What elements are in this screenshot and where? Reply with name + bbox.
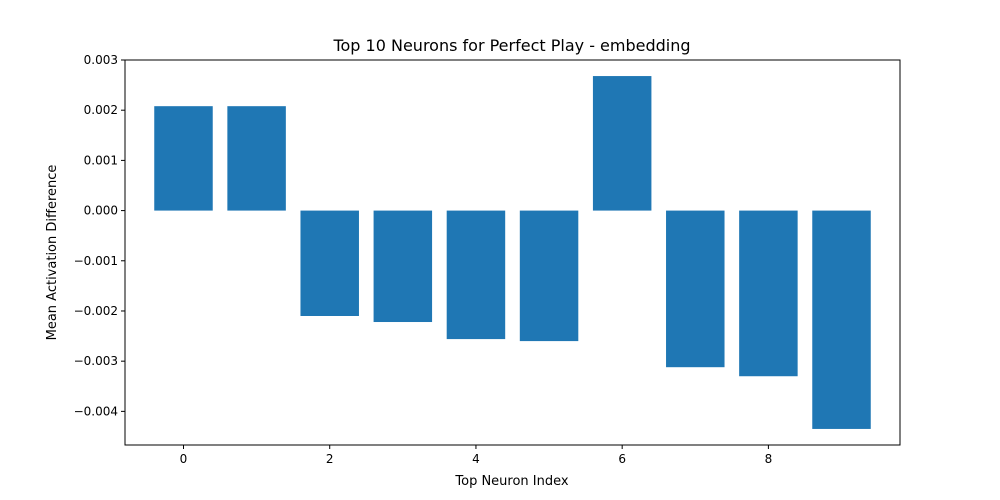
bar-neuron-7: [666, 210, 725, 368]
y-axis-ticks: 0.003 0.002 0.001 0.000 −0.001 −0.002 −0.003 −0…: [74, 53, 125, 418]
x-tick-label: 4: [472, 452, 480, 466]
y-tick-label: 0.000: [84, 204, 118, 218]
bar-neuron-3: [373, 210, 433, 323]
x-axis-label: Top Neuron Index: [454, 474, 569, 489]
x-tick-label: 0: [180, 452, 188, 466]
bar-neuron-9: [812, 210, 871, 429]
y-tick-label: 0.002: [84, 103, 118, 117]
y-tick-label: −0.002: [74, 304, 118, 318]
y-tick-label: −0.004: [74, 404, 118, 418]
x-axis-ticks: 0 2 4 6 8: [180, 445, 773, 466]
y-axis-label: Mean Activation Difference: [45, 165, 60, 341]
bars-group: [154, 76, 871, 429]
bar-neuron-1: [227, 106, 286, 211]
bar-neuron-0: [154, 106, 213, 211]
bar-neuron-6: [592, 76, 652, 211]
y-tick-label: 0.003: [84, 53, 118, 67]
bar-neuron-8: [739, 210, 798, 377]
x-tick-label: 6: [618, 452, 626, 466]
y-tick-label: −0.003: [74, 354, 118, 368]
bar-neuron-5: [519, 210, 579, 342]
x-tick-label: 8: [765, 452, 773, 466]
plot-area-frame: [124, 59, 901, 446]
x-tick-label: 2: [326, 452, 334, 466]
y-tick-label: 0.001: [84, 153, 118, 167]
chart-title: Top 10 Neurons for Perfect Play - embedd…: [332, 36, 690, 55]
bar-neuron-2: [300, 210, 359, 316]
bar-neuron-4: [446, 210, 506, 340]
y-tick-label: −0.001: [74, 254, 118, 268]
